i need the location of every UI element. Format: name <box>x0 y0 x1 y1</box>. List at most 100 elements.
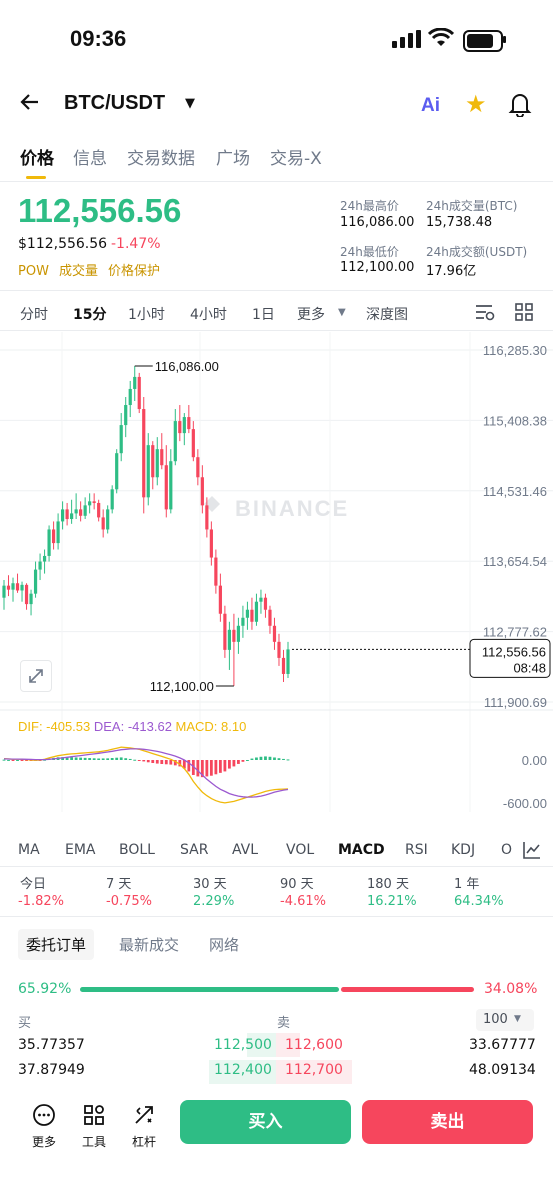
depth-chart-tab[interactable]: 深度图 <box>366 307 408 323</box>
interval-4h[interactable]: 4小时 <box>190 307 227 323</box>
macd-histogram-bar <box>92 758 96 760</box>
tools-label: 工具 <box>81 1135 106 1149</box>
interval-1h[interactable]: 1小时 <box>128 307 165 323</box>
macd-dif-line <box>3 746 289 804</box>
caret-down-icon[interactable]: ▼ <box>185 96 195 111</box>
tab-trading-data[interactable]: 交易数据 <box>127 149 195 169</box>
y-tick-label: 113,654.54 <box>483 554 547 569</box>
perf-label-1y: 1 年 <box>454 877 480 892</box>
indicator-boll[interactable]: BOLL <box>119 842 155 858</box>
sell-ratio-bar <box>341 987 474 992</box>
stat-label-low: 24h最低价 <box>340 245 399 259</box>
ask-header: 卖 <box>277 1016 291 1031</box>
ask-price[interactable]: 112,600 <box>285 1037 343 1053</box>
tab-square[interactable]: 广场 <box>216 149 250 169</box>
bid-qty[interactable]: 35.77357 <box>18 1037 85 1053</box>
tag-pow[interactable]: POW <box>18 264 49 279</box>
divider <box>0 866 553 867</box>
interval-15m[interactable]: 15分 <box>73 307 107 323</box>
candle <box>151 445 155 478</box>
perf-label-180d: 180 天 <box>367 877 409 892</box>
candle <box>191 429 195 458</box>
tab-price[interactable]: 价格 <box>20 149 54 169</box>
ask-price[interactable]: 112,700 <box>285 1062 343 1078</box>
bid-qty[interactable]: 37.87949 <box>18 1062 85 1078</box>
ask-qty[interactable]: 48.09134 <box>469 1062 536 1078</box>
indicator-rsi[interactable]: RSI <box>405 842 428 858</box>
macd-dea-label: DEA: -413.62 <box>94 719 176 734</box>
candle <box>110 489 114 510</box>
candle <box>173 421 177 462</box>
macd-histogram-bar <box>196 760 200 777</box>
candle <box>119 425 123 454</box>
back-button[interactable] <box>18 90 42 120</box>
ask-qty[interactable]: 33.67777 <box>469 1037 536 1053</box>
bell-icon[interactable] <box>508 91 532 121</box>
macd-value-label: MACD: 8.10 <box>176 719 247 734</box>
sell-ratio: 34.08% <box>484 981 538 997</box>
candle <box>137 376 141 410</box>
tools-button[interactable]: 工具 <box>74 1103 114 1150</box>
wifi-icon <box>428 28 454 46</box>
indicator-vol[interactable]: VOL <box>286 842 315 858</box>
perf-value-90d: -4.61% <box>280 894 326 909</box>
tab-network[interactable]: 网络 <box>209 936 240 954</box>
depth-selector[interactable]: 100 ▼ <box>476 1009 534 1031</box>
interval-more[interactable]: 更多 <box>297 307 325 323</box>
layout-grid-icon[interactable] <box>514 302 534 322</box>
bid-price[interactable]: 112,500 <box>214 1037 272 1053</box>
chart-settings-icon[interactable] <box>474 302 496 322</box>
candle <box>79 509 83 516</box>
ai-button[interactable]: Ai <box>421 95 440 116</box>
expand-chart-button[interactable] <box>20 660 52 692</box>
candle <box>20 584 24 591</box>
macd-histogram-bar <box>223 760 227 772</box>
divider <box>0 290 553 291</box>
macd-histogram-bar <box>246 760 249 761</box>
indicator-settings-icon[interactable] <box>522 840 542 860</box>
macd-histogram-bar <box>286 759 290 761</box>
stat-value-turnover: 17.96亿 <box>426 264 477 279</box>
pair-selector[interactable]: BTC/USDT <box>64 92 166 114</box>
bid-price[interactable]: 112,400 <box>214 1062 272 1078</box>
candle <box>38 561 42 570</box>
more-dots-icon <box>33 1104 55 1126</box>
price-chart[interactable]: 116,285.30 115,408.38 114,531.46 113,654.54… <box>0 332 553 812</box>
star-icon[interactable]: ★ <box>465 90 487 118</box>
stat-label-high: 24h最高价 <box>340 199 399 213</box>
leverage-button[interactable]: 杠杆 <box>124 1103 164 1150</box>
y-tick-label: 111,900.69 <box>484 695 547 710</box>
interval-line[interactable]: 分时 <box>20 307 48 323</box>
tab-trade-x[interactable]: 交易-X <box>270 149 322 169</box>
tab-recent-trades[interactable]: 最新成交 <box>119 936 180 954</box>
candle <box>277 641 281 658</box>
macd-histogram-bar <box>218 760 222 773</box>
candle <box>218 585 222 614</box>
expand-icon <box>29 669 43 683</box>
sell-button[interactable]: 卖出 <box>362 1100 533 1144</box>
interval-1d[interactable]: 1日 <box>252 307 275 323</box>
tag-price-protect[interactable]: 价格保护 <box>107 264 160 279</box>
tab-info[interactable]: 信息 <box>73 149 107 169</box>
buy-button[interactable]: 买入 <box>180 1100 351 1144</box>
last-price: 112,556.56 <box>18 192 182 229</box>
indicator-obv[interactable]: O <box>501 842 513 858</box>
macd-histogram-bar <box>232 760 236 767</box>
caret-down-icon: ▼ <box>514 1014 521 1024</box>
indicator-macd[interactable]: MACD <box>338 842 385 858</box>
candle <box>124 405 128 426</box>
performance-row: 今日 -1.82% 7 天 -0.75% 30 天 2.29% 90 天 -4.… <box>0 873 553 913</box>
indicator-sar[interactable]: SAR <box>180 842 209 858</box>
more-button[interactable]: 更多 <box>24 1103 64 1150</box>
divider <box>0 916 553 917</box>
candle <box>263 597 268 610</box>
macd-dea-line <box>3 748 289 798</box>
indicator-ma[interactable]: MA <box>18 842 40 858</box>
tab-order-book[interactable]: 委托订单 <box>18 929 95 960</box>
indicator-ema[interactable]: EMA <box>65 842 96 858</box>
tag-volume[interactable]: 成交量 <box>58 264 98 279</box>
indicator-kdj[interactable]: KDJ <box>451 842 476 858</box>
macd-histogram-bar <box>16 760 19 761</box>
indicator-avl[interactable]: AVL <box>232 842 259 858</box>
candle <box>223 613 227 650</box>
